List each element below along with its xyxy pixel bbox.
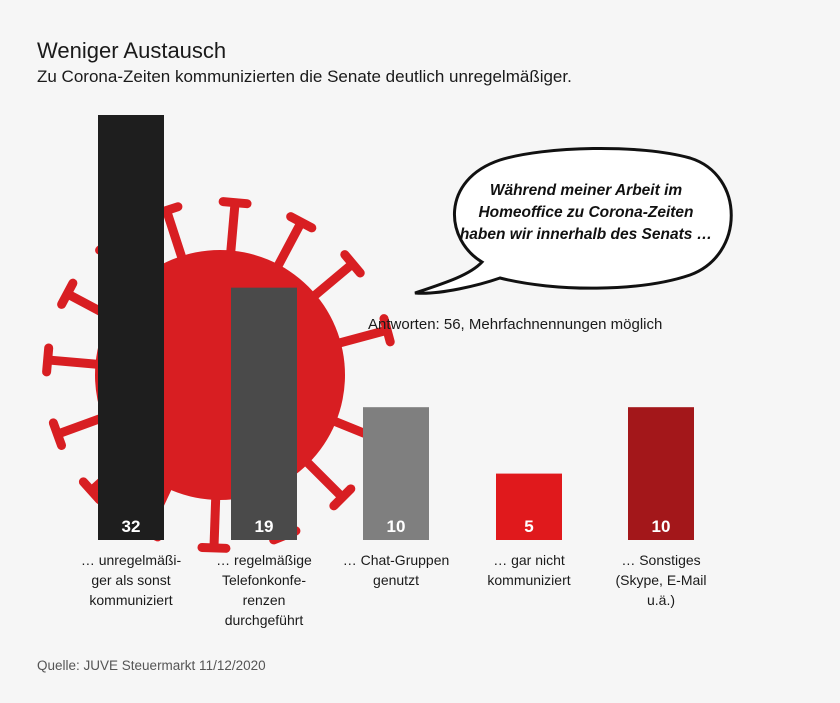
bar: [98, 115, 164, 540]
category-label: … regelmäßige Telefonkonfe-renzen durchgef…: [199, 550, 329, 630]
category-label-line: durchgeführt: [224, 612, 304, 628]
virus-spike-tip: [42, 343, 54, 377]
category-label: … gar nicht kommuniziert: [464, 550, 594, 590]
virus-spike-tip: [57, 278, 78, 309]
speech-bubble: [414, 147, 733, 295]
bar: [363, 407, 429, 540]
bar: [496, 473, 562, 540]
virus-spike-tip: [340, 250, 365, 278]
category-label: … unregelmäßi-ger als sonst kommuniziert: [66, 550, 196, 610]
category-label-line: … regelmäßige: [216, 552, 312, 568]
bars-group: 32 19 10 5 10: [98, 115, 694, 540]
virus-spike-tip: [286, 212, 317, 233]
virus-spike-tip: [379, 314, 395, 347]
bar: [231, 287, 297, 540]
category-label-line: … Sonstiges: [621, 552, 701, 568]
category-label: … Chat-Gruppen genutzt: [331, 550, 461, 590]
source-note: Quelle: JUVE Steuermarkt 11/12/2020: [37, 658, 266, 673]
category-label-line: (Skype, E-Mail: [615, 572, 707, 588]
category-label-line: Telefonkonfe-: [221, 572, 307, 588]
chart-subtitle: Zu Corona-Zeiten kommunizierten die Sena…: [37, 67, 572, 86]
virus-spike-tip: [197, 542, 231, 553]
speech-bubble-text: Während meiner Arbeit im Homeoffice zu C…: [459, 182, 713, 243]
speech-bubble-shape: [414, 147, 733, 295]
bar-value-label: 19: [255, 517, 274, 536]
category-label-line: kommuniziert: [487, 572, 571, 588]
bar: [628, 407, 694, 540]
category-label-line: … gar nicht: [493, 552, 565, 568]
category-label-line: … unregelmäßi-: [80, 552, 182, 568]
virus-spike-tip: [218, 197, 252, 209]
bar-value-label: 10: [387, 517, 406, 536]
virus-spike-tip: [48, 418, 67, 450]
category-label-line: u.ä.): [646, 592, 675, 608]
bar-value-label: 32: [122, 517, 141, 536]
category-label: … Sonstiges (Skype, E-Mail u.ä.): [596, 550, 726, 610]
virus-spike-tip: [329, 484, 356, 511]
virus-spike-tip: [78, 477, 104, 505]
category-label-line: ger als sonst: [91, 572, 171, 588]
category-label-line: genutzt: [373, 572, 419, 588]
bar-value-label: 5: [524, 517, 533, 536]
chart-title: Weniger Austausch: [37, 38, 227, 63]
category-label-line: kommuniziert: [89, 592, 173, 608]
category-label-line: renzen: [242, 592, 286, 608]
chart-note: Antworten: 56, Mehrfachnennungen möglich: [368, 316, 663, 333]
category-label-line: … Chat-Gruppen: [342, 552, 450, 568]
bar-value-label: 10: [652, 517, 671, 536]
